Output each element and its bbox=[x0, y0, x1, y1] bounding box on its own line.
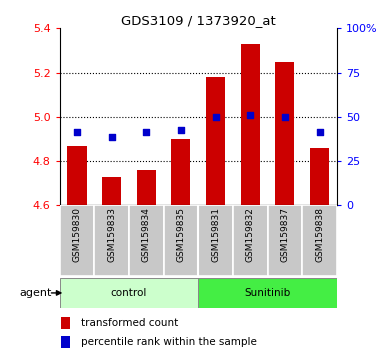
Point bbox=[178, 127, 184, 133]
Bar bbox=[164, 205, 198, 276]
Title: GDS3109 / 1373920_at: GDS3109 / 1373920_at bbox=[121, 14, 276, 27]
Point bbox=[74, 130, 80, 135]
Bar bbox=[129, 205, 164, 276]
Bar bbox=[198, 205, 233, 276]
Bar bbox=[310, 148, 329, 205]
Point bbox=[282, 114, 288, 120]
Point bbox=[109, 134, 115, 139]
Point bbox=[143, 130, 149, 135]
Bar bbox=[241, 44, 260, 205]
Bar bbox=[206, 77, 225, 205]
Text: GSM159830: GSM159830 bbox=[72, 207, 82, 262]
Bar bbox=[61, 318, 70, 329]
Bar bbox=[233, 205, 268, 276]
Bar bbox=[171, 139, 191, 205]
Point bbox=[316, 130, 323, 135]
Text: percentile rank within the sample: percentile rank within the sample bbox=[81, 337, 257, 347]
Text: transformed count: transformed count bbox=[81, 318, 179, 329]
Bar bbox=[302, 205, 337, 276]
Text: GSM159837: GSM159837 bbox=[280, 207, 290, 262]
Text: GSM159831: GSM159831 bbox=[211, 207, 220, 262]
Bar bbox=[60, 205, 94, 276]
Text: agent: agent bbox=[20, 288, 52, 298]
Bar bbox=[198, 278, 337, 308]
Text: GSM159833: GSM159833 bbox=[107, 207, 116, 262]
Text: Sunitinib: Sunitinib bbox=[244, 288, 291, 298]
Bar bbox=[60, 278, 198, 308]
Bar bbox=[94, 205, 129, 276]
Text: GSM159835: GSM159835 bbox=[176, 207, 186, 262]
Bar bbox=[137, 170, 156, 205]
Point bbox=[213, 114, 219, 120]
Bar bbox=[67, 145, 87, 205]
Bar bbox=[61, 336, 70, 348]
Text: GSM159838: GSM159838 bbox=[315, 207, 324, 262]
Bar bbox=[275, 62, 295, 205]
Point bbox=[247, 112, 253, 118]
Text: GSM159832: GSM159832 bbox=[246, 207, 255, 262]
Bar bbox=[102, 177, 121, 205]
Text: control: control bbox=[111, 288, 147, 298]
Text: GSM159834: GSM159834 bbox=[142, 207, 151, 262]
Bar bbox=[268, 205, 302, 276]
